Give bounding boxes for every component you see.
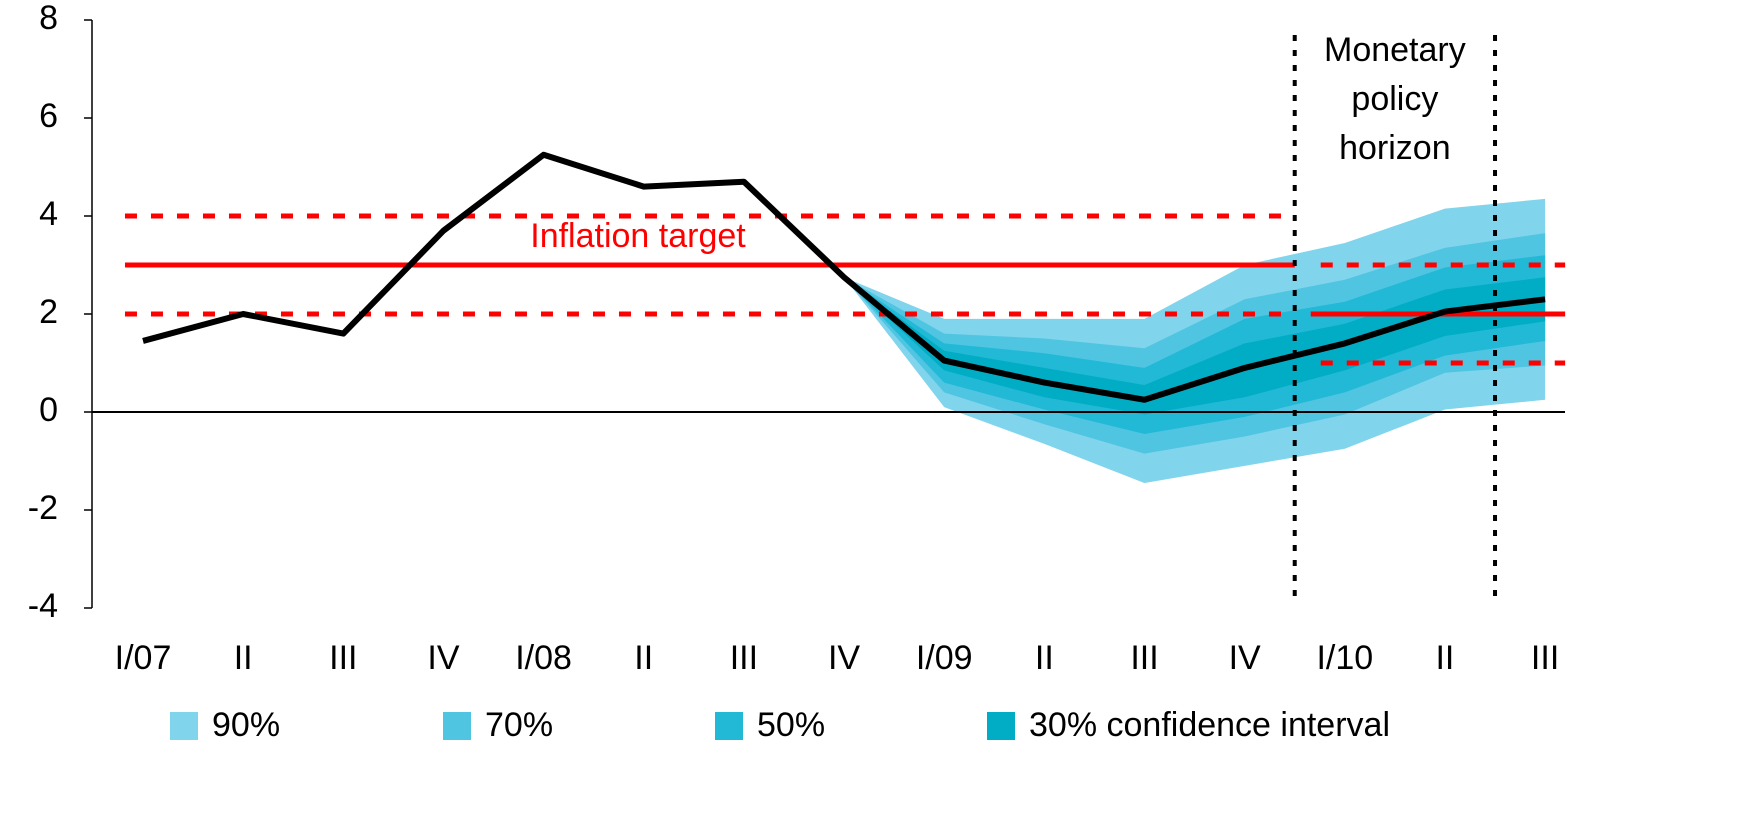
legend-swatch	[443, 712, 471, 740]
x-tick-label: III	[730, 639, 758, 677]
x-tick-label: IV	[427, 639, 459, 677]
x-tick-label: I/09	[916, 639, 973, 677]
x-tick-label: IV	[1229, 639, 1261, 677]
horizon-label: Monetary	[1324, 31, 1466, 69]
inflation-line	[142, 151, 1546, 403]
legend-swatch	[987, 712, 1015, 740]
legend-swatch	[170, 712, 198, 740]
x-tick-label: II	[1435, 639, 1454, 677]
x-tick-label: IV	[828, 639, 860, 677]
y-tick-label: -4	[28, 587, 58, 625]
x-tick-label: III	[1531, 639, 1559, 677]
legend-label: 70%	[485, 706, 553, 744]
y-tick-label: 0	[39, 391, 58, 429]
x-tick-label: II	[634, 639, 653, 677]
y-tick-label: 8	[39, 0, 58, 37]
horizon-label: policy	[1351, 80, 1438, 118]
x-tick-label: III	[329, 639, 357, 677]
target-label: Inflation target	[530, 217, 746, 255]
legend-swatch	[715, 712, 743, 740]
y-tick-label: 4	[39, 195, 58, 233]
legend-label: 50%	[757, 706, 825, 744]
x-tick-label: III	[1130, 639, 1158, 677]
y-tick-label: 6	[39, 97, 58, 135]
legend-label: 90%	[212, 706, 280, 744]
horizon-label: horizon	[1339, 129, 1451, 167]
x-tick-label: I/10	[1316, 639, 1373, 677]
x-tick-label: I/07	[115, 639, 172, 677]
x-tick-label: II	[234, 639, 253, 677]
y-tick-label: 2	[39, 293, 58, 331]
x-tick-label: II	[1035, 639, 1054, 677]
legend-label: 30% confidence interval	[1029, 706, 1390, 744]
y-tick-label: -2	[28, 489, 58, 527]
x-tick-label: I/08	[515, 639, 572, 677]
